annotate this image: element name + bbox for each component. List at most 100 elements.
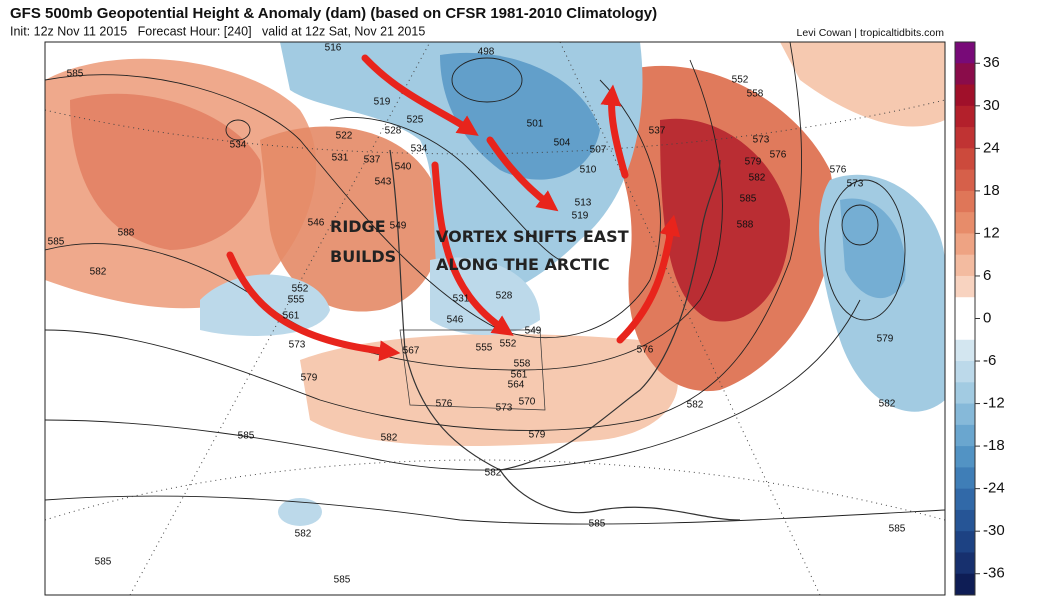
colorbar-segment xyxy=(955,297,975,319)
contour xyxy=(841,204,879,246)
coastline xyxy=(389,149,721,471)
contour-label: 585 xyxy=(238,431,255,442)
subtitle: Init: 12z Nov 11 2015 Forecast Hour: [24… xyxy=(10,24,425,38)
colorbar-tick-label: 0 xyxy=(983,309,991,326)
warm-anomaly xyxy=(260,126,442,312)
coastline xyxy=(499,469,741,521)
colorbar-segment xyxy=(955,169,975,192)
contour-label: 516 xyxy=(325,43,342,54)
contour-label: 552 xyxy=(292,284,309,295)
contour-label: 498 xyxy=(478,47,495,58)
colorbar-segment xyxy=(955,127,975,149)
graticule-line xyxy=(559,42,821,595)
colorbar-segment xyxy=(955,424,975,447)
title: GFS 500mb Geopotential Height & Anomaly … xyxy=(10,5,657,22)
contour-label: 573 xyxy=(289,340,306,351)
contour xyxy=(45,495,945,525)
colorbar-tick-label: 36 xyxy=(983,54,1000,71)
arrows xyxy=(226,54,681,362)
cold-anomaly xyxy=(278,498,322,526)
colorbar-segment xyxy=(955,63,975,86)
contour-label: 519 xyxy=(374,97,391,108)
contour-label: 510 xyxy=(580,165,597,176)
contour-label: 558 xyxy=(747,89,764,100)
annotation: RIDGE xyxy=(330,217,386,236)
contour-label: 579 xyxy=(745,157,762,168)
contour-label: 543 xyxy=(375,177,392,188)
contour-label: 552 xyxy=(732,75,749,86)
colorbar-tick-label: 12 xyxy=(983,224,1000,241)
colorbar-tick-label: -18 xyxy=(983,437,1005,454)
map-area: 516 498 552 558 585 519 525 528 522 534 501 537 504 5… xyxy=(45,42,945,595)
contour xyxy=(451,57,523,103)
colorbar-tick-label: -6 xyxy=(983,352,996,369)
colorbar-segment xyxy=(955,531,975,553)
colorbar-segment xyxy=(955,339,975,362)
contour-label: 588 xyxy=(118,228,135,239)
contour-label: 585 xyxy=(95,557,112,568)
colorbar-tick-label: -12 xyxy=(983,395,1005,412)
colorbar-segment xyxy=(955,361,975,383)
contour-label: 582 xyxy=(295,529,312,540)
contour-label: 546 xyxy=(308,218,325,229)
contour-label: 585 xyxy=(48,237,65,248)
contour xyxy=(45,59,723,371)
contour xyxy=(45,74,661,339)
colorbar-segment xyxy=(955,84,975,107)
cold-anomaly xyxy=(840,198,906,299)
contour-label: 585 xyxy=(740,194,757,205)
contour-label: 522 xyxy=(336,131,353,142)
contour-label: 528 xyxy=(385,126,402,137)
colorbar-segment xyxy=(955,552,975,575)
warm-anomaly xyxy=(70,93,262,250)
contour xyxy=(329,117,561,261)
graticule-line xyxy=(45,459,945,521)
contour-label: 582 xyxy=(90,267,107,278)
annotation: BUILDS xyxy=(330,247,396,266)
contour-label: 579 xyxy=(877,334,894,345)
colorbar-segment xyxy=(955,212,975,234)
colorbar-tick-label: -30 xyxy=(983,522,1005,539)
colorbar-tick-label: -24 xyxy=(983,480,1005,497)
annotation: ALONG THE ARCTIC xyxy=(436,255,610,274)
contour-label: 561 xyxy=(511,370,528,381)
colorbar-tick-label: -36 xyxy=(983,565,1005,582)
contour-label: 528 xyxy=(496,291,513,302)
colorbar-segment xyxy=(955,573,975,596)
contour-label: 567 xyxy=(403,346,420,357)
contour-label: 501 xyxy=(527,119,544,130)
contour-label: 549 xyxy=(525,326,542,337)
warm-anomaly xyxy=(780,42,945,127)
contour-label: 552 xyxy=(500,339,517,350)
arrow xyxy=(431,161,514,336)
contour-label: 537 xyxy=(364,155,381,166)
contour xyxy=(824,179,906,321)
contour-label: 582 xyxy=(687,400,704,411)
contour-label: 561 xyxy=(283,311,300,322)
contour-labels: 516 498 552 558 585 519 525 528 522 534 501 537 504 5… xyxy=(48,43,906,586)
cold-anomaly xyxy=(440,52,600,180)
colorbar: 36 30 24 18 12 6 0 -6 -12 -18 -24 -30 -36 xyxy=(954,41,1005,596)
contour-label: 507 xyxy=(590,145,607,156)
graticule xyxy=(45,42,945,595)
contour-label: 582 xyxy=(485,468,502,479)
contour-label: 573 xyxy=(847,179,864,190)
contour-label: 579 xyxy=(529,430,546,441)
contour-label: 534 xyxy=(230,140,247,151)
contour-label: 564 xyxy=(508,380,525,391)
colorbar-segment xyxy=(955,190,975,213)
colorbar-segment xyxy=(955,105,975,128)
colorbar-tick-label: 6 xyxy=(983,267,991,284)
contour-label: 576 xyxy=(637,345,654,356)
contour-label: 579 xyxy=(301,373,318,384)
arrow xyxy=(600,84,629,179)
colorbar-segment xyxy=(955,403,975,426)
contour-label: 519 xyxy=(572,211,589,222)
contour-label: 585 xyxy=(589,519,606,530)
contour-label: 558 xyxy=(514,359,531,370)
colorbar-segment xyxy=(955,467,975,490)
contour-label: 573 xyxy=(753,135,770,146)
